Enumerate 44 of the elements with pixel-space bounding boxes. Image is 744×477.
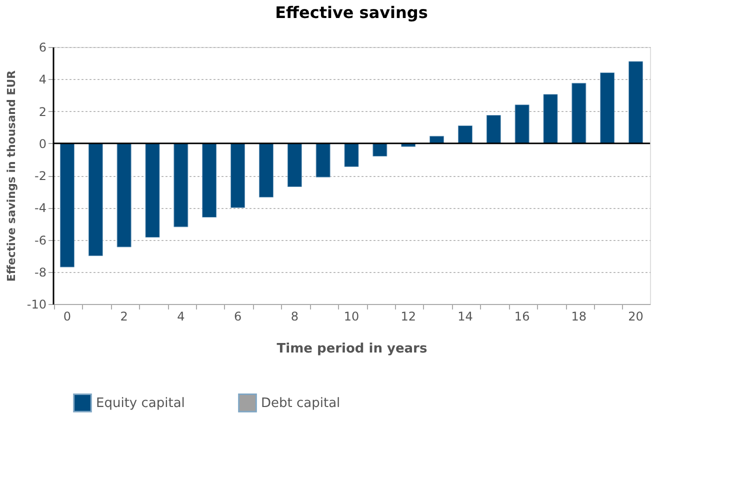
bar (116, 143, 132, 248)
bar (316, 143, 330, 178)
x-tick-label: 4 (177, 310, 185, 324)
x-tick-label: 20 (628, 310, 644, 324)
x-tick-label: 8 (290, 310, 298, 324)
bar (174, 143, 188, 228)
bar (486, 115, 501, 144)
y-tick-label: 6 (38, 40, 46, 54)
y-tick-label: -4 (34, 201, 46, 216)
bar (372, 143, 388, 156)
y-tick-label: -2 (34, 169, 46, 183)
bar (230, 143, 246, 208)
x-axis-title: Time period in years (276, 342, 428, 356)
y-tick-label: -10 (26, 298, 46, 312)
chart-title: Effective savings (275, 3, 428, 22)
y-tick-label: -6 (34, 233, 46, 248)
x-tick-label: 16 (514, 310, 530, 324)
bar (145, 143, 160, 238)
bar (344, 143, 359, 167)
bar (600, 72, 615, 144)
y-tick-label: 4 (38, 72, 46, 87)
bar (543, 94, 558, 144)
x-tick-label: 12 (400, 310, 416, 324)
legend-label: Equity capital (96, 396, 185, 411)
x-tick-label: 2 (120, 310, 128, 324)
x-tick-label: 14 (458, 310, 473, 324)
bar (287, 143, 302, 187)
x-tick-label: 0 (63, 310, 72, 324)
x-tick-label: 18 (571, 310, 587, 324)
y-tick-label: 2 (38, 104, 46, 119)
bar (202, 143, 217, 218)
y-axis-title: Effective savings in thousand EUR (4, 70, 18, 282)
legend-label: Debt capital (261, 396, 340, 411)
bar (60, 143, 74, 268)
bar (258, 143, 274, 198)
x-tick-label: 10 (344, 310, 360, 324)
bar (458, 125, 472, 144)
x-tick-label: 6 (234, 310, 242, 324)
bar (572, 82, 586, 144)
bar (514, 104, 530, 144)
bar (88, 143, 103, 256)
y-tick-label: 0 (38, 136, 46, 151)
y-tick-label: -8 (34, 265, 46, 280)
bar (628, 61, 644, 144)
